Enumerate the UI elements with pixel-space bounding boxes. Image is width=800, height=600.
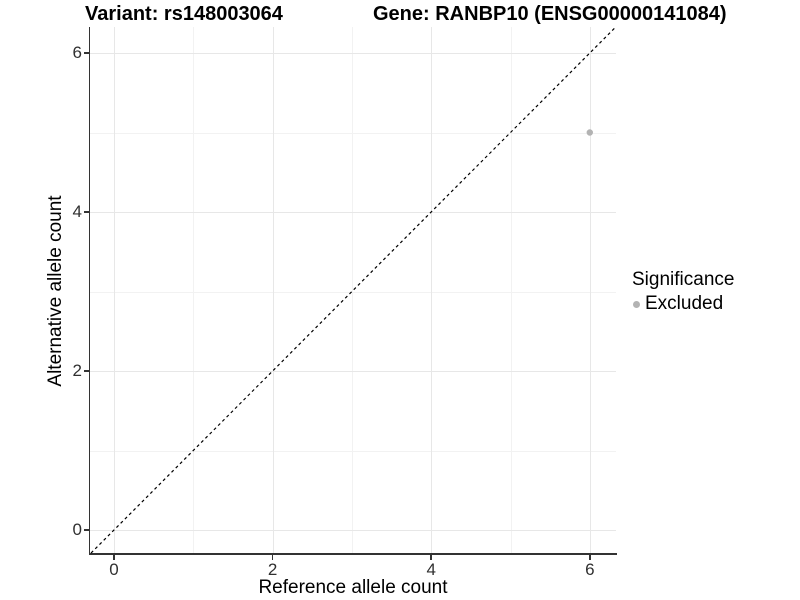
y-tick-mark [84,52,89,54]
x-axis-line [88,553,617,555]
gridline-y-major [90,212,616,213]
gridline-y-major [90,371,616,372]
x-tick-mark [430,555,432,560]
gridline-x-major [272,27,274,553]
gridline-x-minor [351,27,353,553]
gridline-y-minor [90,450,616,452]
gridline-x-major [431,27,433,553]
y-tick-label: 0 [72,520,82,539]
gridline-x-minor [510,27,512,553]
y-tick-mark [84,211,89,213]
x-tick-mark [589,555,591,560]
x-tick-label: 6 [585,560,595,579]
y-tick-mark [84,529,89,531]
x-tick-mark [113,555,115,560]
legend-item-label: Excluded [645,293,724,314]
x-tick-label: 2 [267,560,278,579]
gridline-x-major [589,27,591,553]
gridline-x-major [114,27,115,553]
y-axis-line [88,27,90,555]
legend-point-icon [633,300,640,308]
y-axis-title: Alternative allele count [45,195,66,387]
x-tick-mark [271,555,274,560]
plot-panel [90,27,616,553]
plot-title-gene: Gene: RANBP10 (ENSG00000141084) [373,3,727,25]
x-tick-label: 0 [109,560,119,579]
y-tick-label: 6 [72,43,82,62]
legend: Significance Excluded [632,269,734,315]
x-tick-label: 4 [426,560,436,579]
gridline-y-major [90,53,616,54]
legend-item-excluded: Excluded [632,293,734,315]
y-tick-mark [84,370,89,372]
y-tick-label: 2 [72,361,82,380]
plot-title-variant: Variant: rs148003064 [85,3,283,25]
gridline-y-minor [90,291,616,293]
x-axis-title: Reference allele count [258,577,448,598]
gridline-y-major [90,530,616,531]
gridline-x-minor [193,27,195,553]
legend-title: Significance [632,269,735,290]
y-tick-label: 4 [72,202,82,221]
gridline-y-minor [90,132,616,134]
